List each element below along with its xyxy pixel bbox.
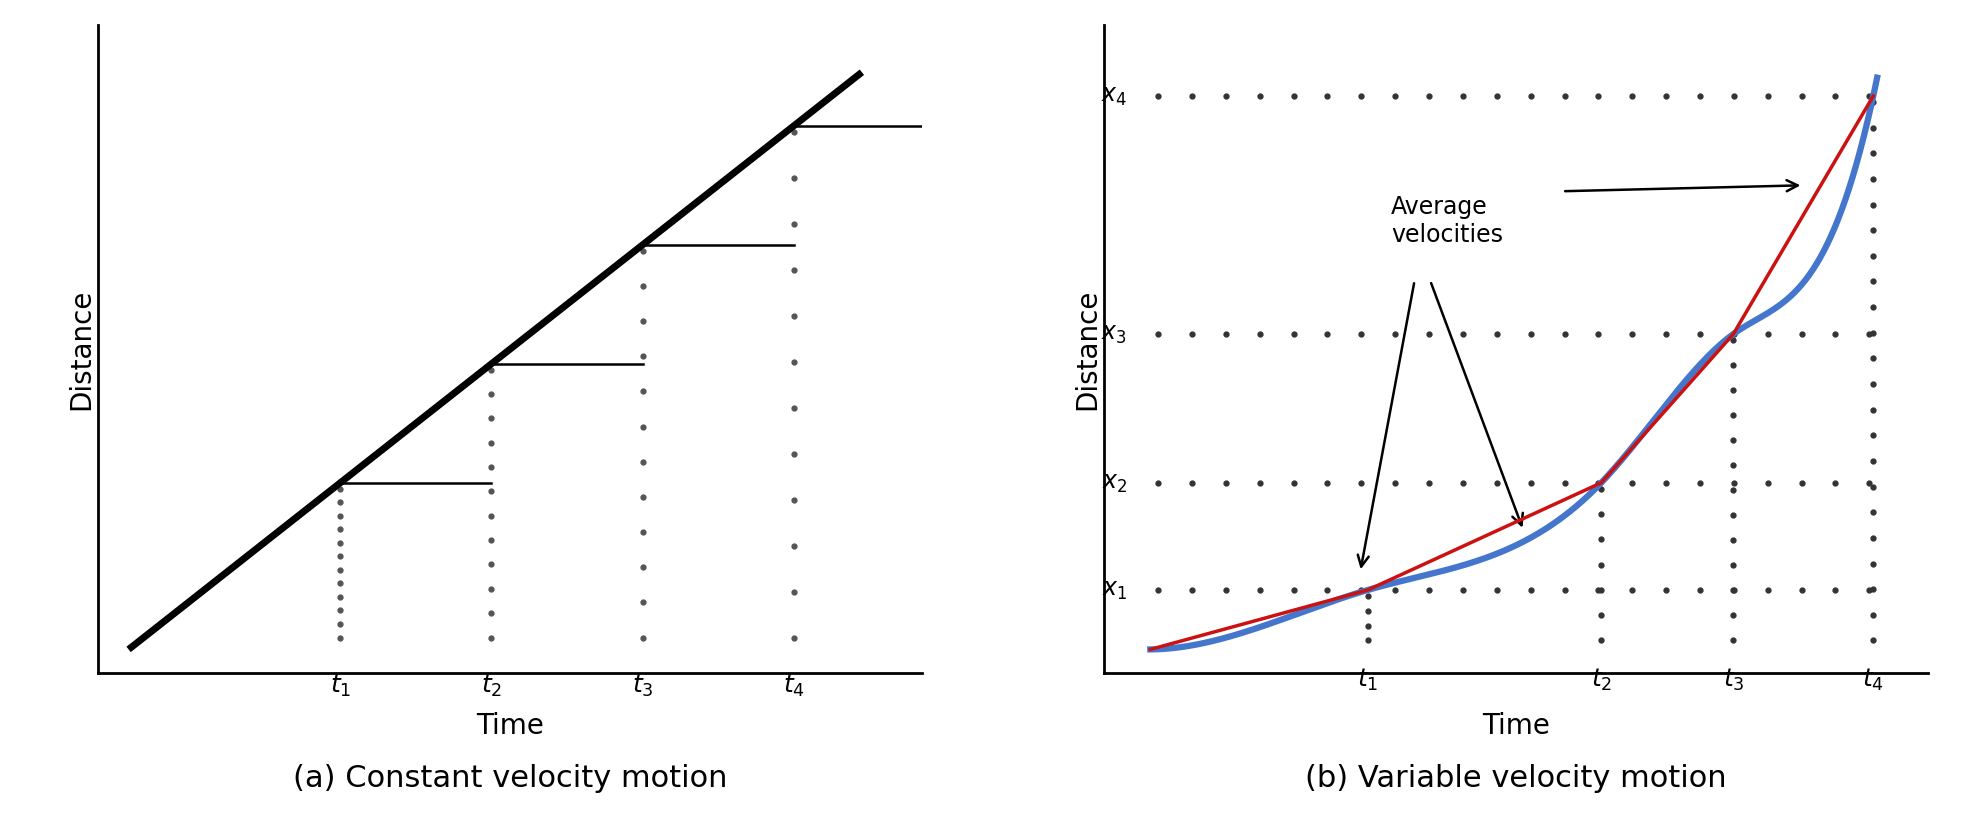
Text: (a) Constant velocity motion: (a) Constant velocity motion — [293, 764, 728, 793]
Text: $x_4$: $x_4$ — [1102, 84, 1127, 108]
Text: $x_1$: $x_1$ — [1102, 578, 1127, 602]
Text: Average
velocities: Average velocities — [1391, 195, 1503, 247]
Text: $t_1$: $t_1$ — [330, 673, 350, 699]
Text: $x_3$: $x_3$ — [1102, 322, 1127, 346]
X-axis label: Time: Time — [476, 712, 545, 740]
Text: $t_1$: $t_1$ — [1357, 667, 1379, 694]
Text: $t_3$: $t_3$ — [1723, 667, 1745, 694]
Text: $t_4$: $t_4$ — [783, 673, 805, 699]
Text: $t_3$: $t_3$ — [631, 673, 653, 699]
Y-axis label: Distance: Distance — [1072, 288, 1102, 410]
X-axis label: Time: Time — [1481, 712, 1550, 740]
Text: $t_2$: $t_2$ — [1591, 667, 1611, 694]
Text: $t_2$: $t_2$ — [480, 673, 502, 699]
Text: $x_2$: $x_2$ — [1102, 470, 1127, 495]
Y-axis label: Distance: Distance — [67, 288, 96, 410]
Text: $t_4$: $t_4$ — [1863, 667, 1884, 694]
Text: (b) Variable velocity motion: (b) Variable velocity motion — [1304, 764, 1727, 793]
